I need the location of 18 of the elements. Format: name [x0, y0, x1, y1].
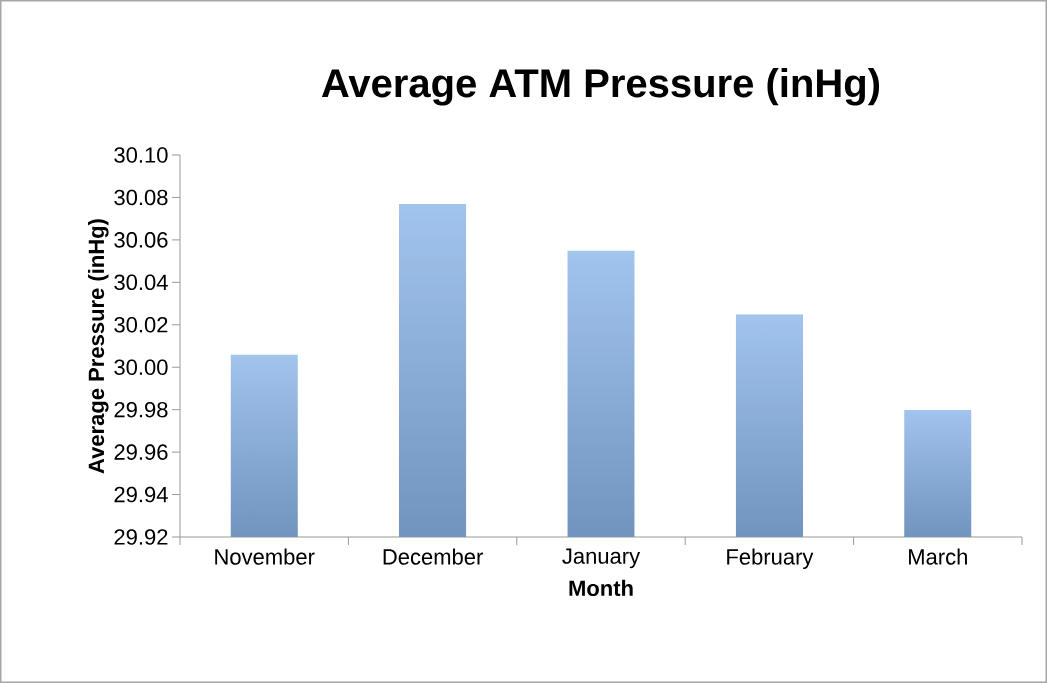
y-tick-label: 29.92	[114, 529, 168, 545]
y-axis-title: Average Pressure (inHg)	[87, 219, 109, 474]
y-tick-label: 30.00	[114, 359, 168, 376]
y-tick-label: 30.08	[114, 189, 168, 206]
y-tick-label: 30.06	[114, 232, 168, 248]
y-tick-label: 29.96	[114, 444, 168, 460]
x-tick-label: February	[727, 548, 814, 570]
y-tick-label: 29.94	[114, 486, 168, 503]
x-axis-title: Month	[569, 579, 633, 597]
y-tick-label: 30.04	[114, 274, 168, 291]
x-tick-label: January	[562, 548, 641, 569]
x-tick-label: March	[909, 548, 967, 565]
x-tick-label: November	[215, 548, 315, 565]
x-tick-label: December	[383, 548, 483, 565]
y-tick-label: 30.10	[114, 147, 168, 163]
chart-title: Average ATM Pressure (inHg)	[321, 68, 880, 106]
y-tick-label: 30.02	[114, 316, 168, 333]
y-tick-label: 29.98	[114, 401, 168, 418]
